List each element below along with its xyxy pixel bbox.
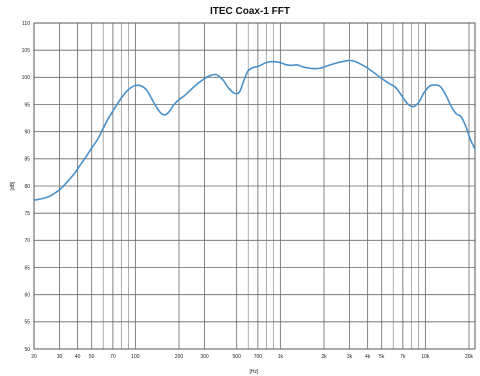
y-tick-label: 80 <box>24 184 30 190</box>
y-tick-label: 110 <box>22 21 30 27</box>
y-tick-label: 85 <box>24 157 30 163</box>
y-tick-label: 105 <box>22 48 31 54</box>
y-tick-label: 65 <box>24 265 30 271</box>
x-tick-label: 3k <box>347 354 353 360</box>
x-tick-label: 20k <box>465 354 474 360</box>
y-tick-label: 90 <box>24 129 30 135</box>
series-line <box>33 59 476 201</box>
y-tick-label: 75 <box>24 211 30 217</box>
x-tick-label: 30 <box>57 354 63 360</box>
y-tick-label: 100 <box>22 75 31 81</box>
x-tick-labels: 20 30 40 50 70 100 200 300 500 700 1k 2k 3k 4k 5k 7k 10k… <box>31 354 473 360</box>
plot-frame <box>33 22 476 350</box>
x-tick-label: 50 <box>89 354 95 360</box>
chart-title: ITEC Coax-1 FFT <box>210 6 290 17</box>
x-tick-label: 1k <box>278 354 284 360</box>
x-tick-label: 4k <box>365 354 371 360</box>
x-tick-label: 2k <box>321 354 327 360</box>
x-tick-label: 700 <box>254 354 263 360</box>
x-tick-label: 70 <box>110 354 116 360</box>
x-tick-label: 100 <box>131 354 140 360</box>
y-tick-label: 60 <box>24 292 30 298</box>
y-tick-label: 50 <box>24 347 30 353</box>
x-tick-label: 500 <box>233 354 242 360</box>
y-axis-label: [dB] <box>10 181 16 191</box>
y-tick-labels: 50 55 60 65 70 75 80 85 90 95 100 105 110 <box>22 21 31 353</box>
x-tick-label: 5k <box>379 354 385 360</box>
y-tick-label: 70 <box>24 238 30 244</box>
x-tick-label: 40 <box>75 354 81 360</box>
x-tick-label: 7k <box>400 354 406 360</box>
x-tick-label: 200 <box>175 354 184 360</box>
x-tick-label: 20 <box>31 354 37 360</box>
y-tick-label: 55 <box>24 320 30 326</box>
x-tick-label: 10k <box>421 354 430 360</box>
grid <box>33 22 475 350</box>
x-tick-label: 300 <box>200 354 209 360</box>
x-axis-label: [Hz] <box>250 369 260 375</box>
y-tick-label: 95 <box>24 102 30 108</box>
